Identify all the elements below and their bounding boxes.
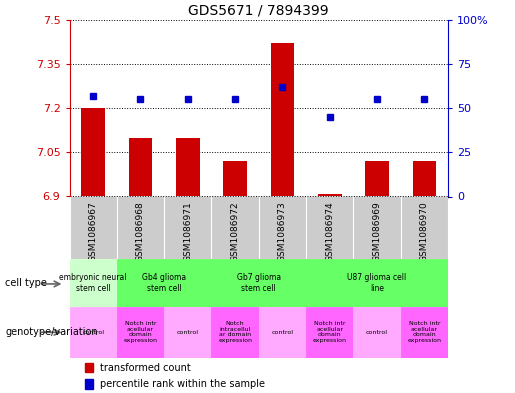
Bar bbox=[306, 307, 353, 358]
Bar bbox=[117, 259, 212, 307]
Bar bbox=[353, 307, 401, 358]
Bar bbox=[70, 307, 117, 358]
Text: GSM1086974: GSM1086974 bbox=[325, 202, 334, 262]
Text: control: control bbox=[82, 330, 104, 334]
Text: control: control bbox=[366, 330, 388, 334]
Text: Notch intr
acellular
domain
expression: Notch intr acellular domain expression bbox=[124, 321, 158, 343]
Bar bbox=[164, 307, 212, 358]
Text: Gb7 glioma
stem cell: Gb7 glioma stem cell bbox=[237, 273, 281, 293]
Text: GSM1086971: GSM1086971 bbox=[183, 202, 192, 262]
Text: Gb4 glioma
stem cell: Gb4 glioma stem cell bbox=[142, 273, 186, 293]
Bar bbox=[212, 259, 306, 307]
Bar bbox=[212, 307, 259, 358]
Bar bbox=[84, 363, 93, 373]
Bar bbox=[117, 307, 164, 358]
Text: genotype/variation: genotype/variation bbox=[5, 327, 98, 337]
Text: U87 glioma cell
line: U87 glioma cell line bbox=[348, 273, 407, 293]
Bar bbox=[270, 43, 294, 196]
Bar bbox=[401, 307, 448, 358]
Bar bbox=[365, 161, 389, 196]
Bar bbox=[413, 161, 436, 196]
Bar bbox=[318, 193, 341, 196]
Bar bbox=[81, 108, 105, 196]
Bar bbox=[224, 161, 247, 196]
Text: control: control bbox=[271, 330, 294, 334]
Text: Notch intr
acellular
domain
expression: Notch intr acellular domain expression bbox=[407, 321, 441, 343]
Text: embryonic neural
stem cell: embryonic neural stem cell bbox=[59, 273, 127, 293]
Text: GSM1086973: GSM1086973 bbox=[278, 202, 287, 262]
Text: Notch
intracellul
ar domain
expression: Notch intracellul ar domain expression bbox=[218, 321, 252, 343]
Text: percentile rank within the sample: percentile rank within the sample bbox=[100, 379, 265, 389]
Text: GSM1086970: GSM1086970 bbox=[420, 202, 429, 262]
Text: cell type: cell type bbox=[5, 278, 47, 288]
Bar bbox=[70, 259, 117, 307]
Bar bbox=[84, 379, 93, 389]
Title: GDS5671 / 7894399: GDS5671 / 7894399 bbox=[188, 3, 329, 17]
Text: GSM1086972: GSM1086972 bbox=[231, 202, 239, 262]
Text: GSM1086967: GSM1086967 bbox=[89, 202, 98, 262]
Text: control: control bbox=[177, 330, 199, 334]
Text: GSM1086969: GSM1086969 bbox=[372, 202, 382, 262]
Text: Notch intr
acellular
domain
expression: Notch intr acellular domain expression bbox=[313, 321, 347, 343]
Bar bbox=[306, 259, 448, 307]
Bar bbox=[129, 138, 152, 196]
Text: GSM1086968: GSM1086968 bbox=[136, 202, 145, 262]
Bar bbox=[259, 307, 306, 358]
Bar bbox=[176, 138, 200, 196]
Text: transformed count: transformed count bbox=[100, 362, 191, 373]
